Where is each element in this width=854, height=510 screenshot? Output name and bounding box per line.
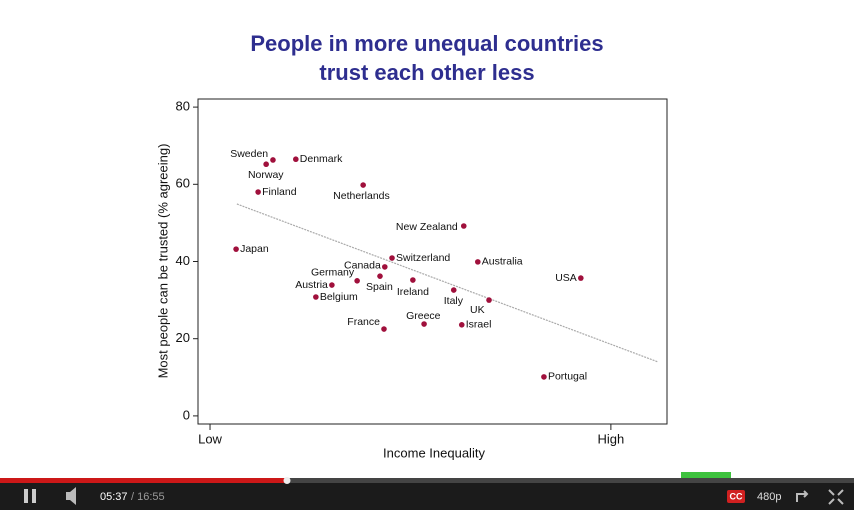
x-tick-label: High [598,431,625,446]
point-label: Israel [466,319,492,331]
point-label: Germany [311,267,355,279]
point-label: Netherlands [333,190,390,202]
point [381,326,387,332]
point-label: USA [555,272,577,284]
point [486,297,492,303]
point [354,277,360,284]
point [270,157,276,163]
point [263,161,269,168]
cc-label: CC [730,491,743,501]
quality-button[interactable]: 480p [757,491,781,503]
point-label: Greece [406,310,441,322]
point-label: Switzerland [396,252,450,264]
point [458,322,465,328]
point [255,189,261,195]
control-bar [0,478,854,510]
point [233,246,239,252]
point-label: New Zealand [396,221,458,233]
progress-track[interactable] [0,478,854,483]
chart-title: People in more unequal countries [250,31,603,56]
point-label: Austria [295,279,328,291]
pause-button[interactable] [24,489,36,503]
point [460,223,467,229]
point [293,156,299,163]
point-label: Japan [240,243,269,255]
y-tick-label: 40 [176,253,190,268]
point [313,294,319,300]
y-axis-label: Most people can be trusted (% agreeing) [155,144,170,379]
point [377,273,383,279]
duration: / 16:55 [131,491,165,503]
point-label: Belgium [320,291,358,303]
point-label: Ireland [397,286,429,298]
x-axis-label: Income Inequality [383,445,485,460]
progress-handle[interactable] [283,477,291,484]
popout-button[interactable] [796,490,809,502]
current-time: 05:37 [100,491,128,503]
point-label: Italy [444,295,464,307]
point [578,275,584,281]
point-label: Spain [366,281,393,293]
point [360,182,366,188]
y-tick-label: 0 [183,407,190,422]
y-tick-label: 60 [176,176,190,191]
point-label: France [347,316,380,328]
point [541,374,547,380]
pause-bar [32,489,36,503]
video-frame [0,0,854,478]
point [381,264,388,270]
progress-played [0,478,287,483]
point [389,255,395,261]
x-tick-label: Low [198,431,222,446]
point-label: Canada [344,260,381,272]
point-label: Portugal [548,371,587,383]
y-tick-label: 20 [176,330,190,345]
y-tick-label: 80 [176,99,190,114]
point-label: Denmark [300,153,343,165]
point-label: Australia [482,256,523,268]
chart-title: trust each other less [319,60,534,85]
point-label: Norway [248,169,284,181]
point [474,259,481,265]
point [410,277,416,283]
green-marker [681,472,731,478]
point-label: Sweden [230,148,268,160]
point [329,282,335,288]
cc-button[interactable] [727,490,745,503]
pause-bar [24,489,28,503]
fullscreen-button[interactable] [828,489,844,505]
point [450,287,457,293]
point [421,321,427,327]
point-label: UK [470,304,485,316]
point-label: Finland [262,186,297,198]
volume-button[interactable] [66,487,76,505]
